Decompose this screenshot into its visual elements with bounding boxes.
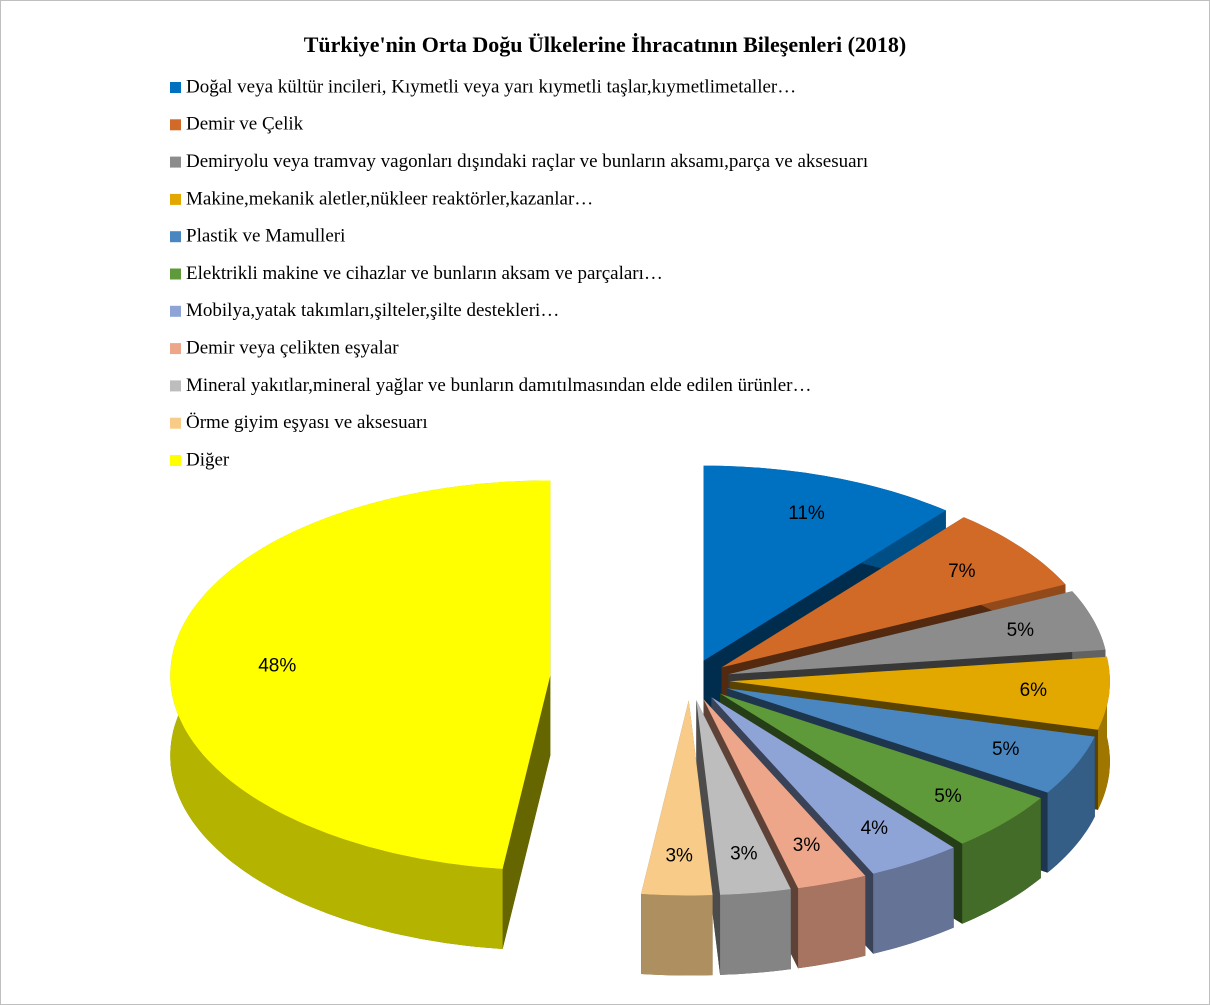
- slice-top: [729, 656, 1110, 730]
- data-label: 48%: [258, 656, 296, 677]
- legend-swatch: [170, 305, 181, 317]
- legend-label: Makine,mekanik aletler,nükleer reaktörle…: [186, 188, 593, 209]
- data-label: 11%: [788, 503, 825, 524]
- slice-wall: [696, 700, 721, 975]
- data-label: 3%: [730, 843, 758, 864]
- slice-top: [721, 517, 1066, 668]
- legend-swatch: [170, 380, 181, 392]
- legend-label: Diğer: [186, 449, 230, 470]
- legend-swatch: [170, 417, 181, 429]
- slice-top: [696, 700, 791, 895]
- data-label: 5%: [934, 786, 962, 807]
- legend-swatch: [170, 119, 181, 131]
- legend-swatch: [170, 156, 181, 168]
- legend-label: Doğal veya kültür incileri, Kıymetli vey…: [186, 76, 796, 97]
- slice-top: [703, 465, 946, 661]
- legend: Doğal veya kültür incileri, Kıymetli vey…: [170, 76, 868, 470]
- legend-swatch: [170, 193, 181, 205]
- legend-label: Plastik ve Mamulleri: [186, 226, 345, 247]
- data-label: 5%: [1007, 620, 1035, 641]
- slice-side: [720, 889, 791, 975]
- legend-label: Mineral yakıtlar,mineral yağlar ve bunla…: [186, 375, 812, 396]
- slice: 48%: [170, 480, 551, 949]
- slice-side: [1047, 736, 1095, 873]
- legend-label: Demir ve Çelik: [186, 114, 304, 135]
- legend-label: Elektrikli makine ve cihazlar ve bunları…: [186, 263, 663, 284]
- slice-top: [728, 591, 1106, 675]
- legend-label: Örme giyim eşyası ve aksesuarı: [186, 412, 428, 433]
- data-label: 5%: [992, 739, 1020, 760]
- slice: 3%: [696, 700, 791, 975]
- slice-top: [703, 699, 866, 889]
- pie: 11% 7% 5% 48% 6% 5% 5% 4% 3% 3% 3%: [170, 465, 1110, 976]
- legend-swatch: [170, 82, 181, 93]
- slice-side: [873, 847, 954, 954]
- slice-side: [798, 875, 866, 969]
- legend-label: Demir veya çelikten eşyalar: [186, 337, 399, 358]
- data-label: 3%: [793, 835, 821, 856]
- slice-side: [962, 798, 1041, 924]
- slice-top: [720, 693, 1041, 844]
- data-label: 3%: [665, 845, 693, 866]
- slice-wall: [502, 675, 551, 949]
- slice-top: [170, 480, 551, 869]
- legend-swatch: [170, 231, 181, 243]
- data-label: 4%: [861, 818, 889, 839]
- legend-swatch: [170, 268, 181, 280]
- legend-label: Mobilya,yatak takımları,şilteler,şilte d…: [186, 300, 559, 321]
- legend-swatch: [170, 455, 181, 466]
- slice-top: [726, 688, 1095, 793]
- slice-side: [641, 894, 713, 976]
- data-label: 6%: [1020, 680, 1048, 701]
- data-label: 7%: [948, 561, 976, 582]
- legend-label: Demiryolu veya tramvay vagonları dışında…: [186, 151, 868, 172]
- slice: 3%: [641, 700, 713, 976]
- slice-top: [711, 697, 954, 874]
- slice-top: [641, 700, 713, 896]
- legend-swatch: [170, 343, 181, 355]
- chart-title: Türkiye'nin Orta Doğu Ülkelerine İhracat…: [304, 32, 907, 57]
